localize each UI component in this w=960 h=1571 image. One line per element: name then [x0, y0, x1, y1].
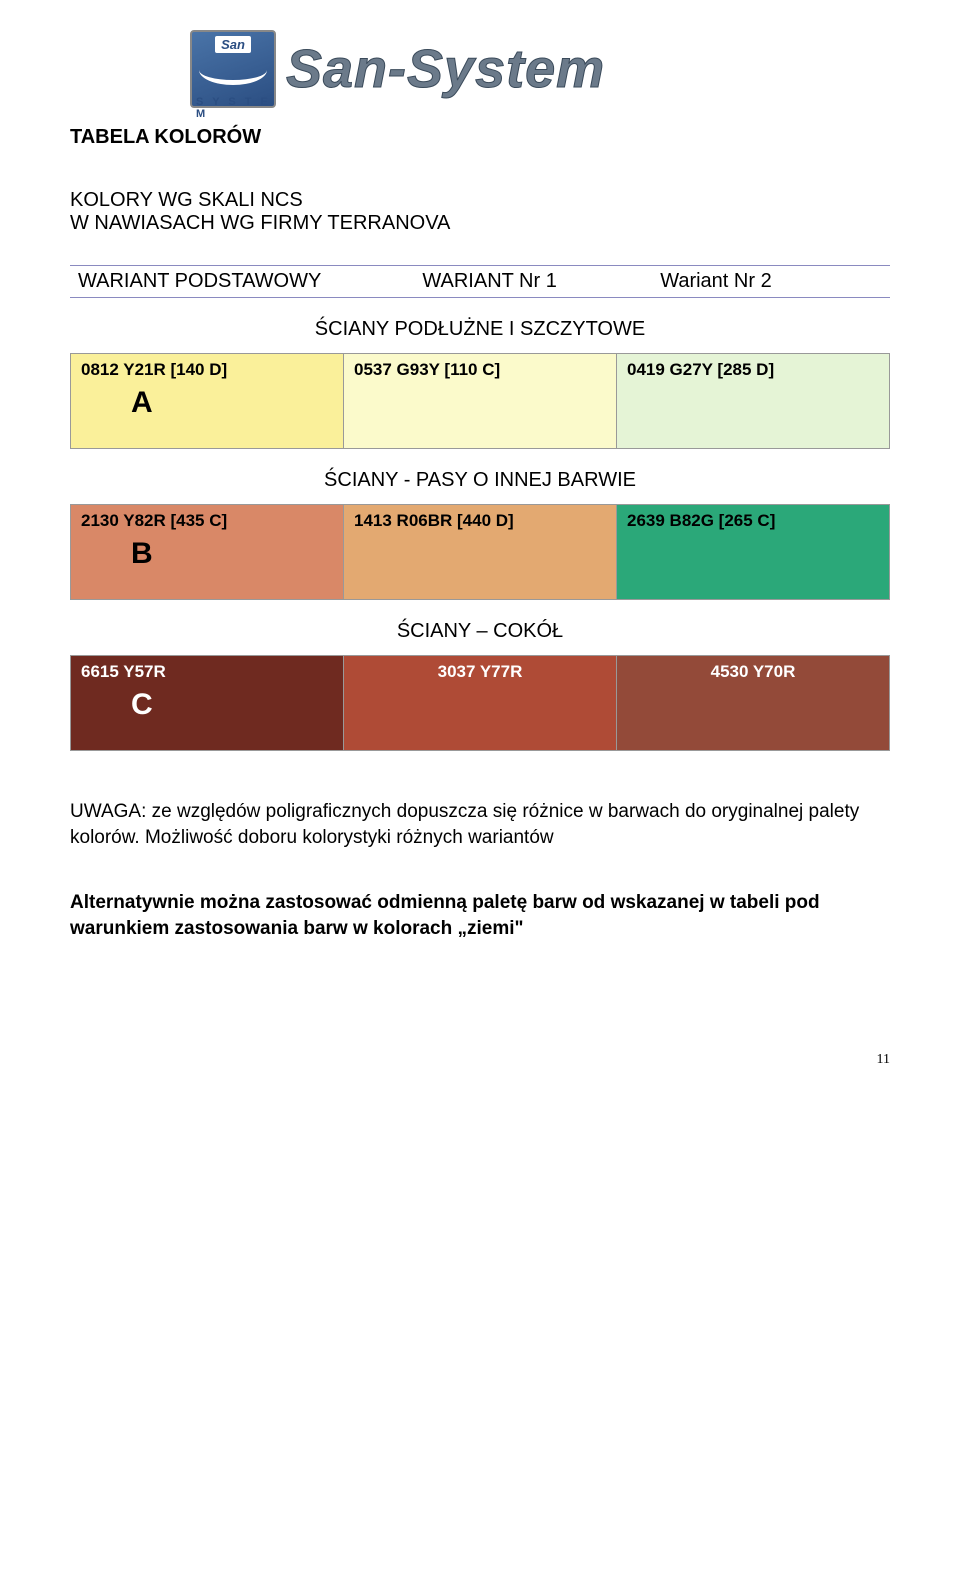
- logo-badge-system: S Y S T E M: [196, 96, 274, 120]
- color-code: 0419 G27Y [285 D]: [627, 360, 879, 380]
- subtitle-1: KOLORY WG SKALI NCS: [70, 189, 890, 212]
- logo-badge-curve: [199, 55, 267, 85]
- page-number: 11: [70, 1052, 890, 1068]
- color-cell: 6615 Y57R C: [71, 656, 343, 750]
- variant-header-1: WARIANT PODSTAWOWY: [70, 266, 414, 298]
- section-label: ŚCIANY PODŁUŻNE I SZCZYTOWE: [70, 318, 890, 341]
- color-cell: 2639 B82G [265 C]: [616, 505, 889, 599]
- color-cell: 2130 Y82R [435 C] B: [71, 505, 343, 599]
- color-code: 0812 Y21R [140 D]: [81, 360, 333, 380]
- note-text: UWAGA: ze względów poligraficznych dopus…: [70, 799, 890, 850]
- color-cell: 3037 Y77R: [343, 656, 616, 750]
- color-cell: 4530 Y70R: [616, 656, 889, 750]
- logo-badge-san: San: [215, 36, 251, 53]
- logo-brand-text: San-System: [286, 38, 605, 100]
- color-code: 2639 B82G [265 C]: [627, 511, 879, 531]
- color-code: 6615 Y57R: [81, 662, 333, 682]
- color-code: 3037 Y77R: [354, 662, 606, 682]
- color-code: 1413 R06BR [440 D]: [354, 511, 606, 531]
- color-cell: 0419 G27Y [285 D]: [616, 354, 889, 448]
- color-row: 0812 Y21R [140 D] A 0537 G93Y [110 C] 0419 …: [70, 353, 890, 449]
- logo-badge: San S Y S T E M: [190, 30, 276, 108]
- variant-header-row: WARIANT PODSTAWOWY WARIANT Nr 1 Wariant …: [70, 265, 890, 298]
- color-code: 4530 Y70R: [627, 662, 879, 682]
- color-code: 2130 Y82R [435 C]: [81, 511, 333, 531]
- color-cell: 0812 Y21R [140 D] A: [71, 354, 343, 448]
- subtitle-2: W NAWIASACH WG FIRMY TERRANOVA: [70, 212, 890, 235]
- logo: San S Y S T E M San-System: [190, 30, 890, 108]
- color-cell: 1413 R06BR [440 D]: [343, 505, 616, 599]
- color-code: 0537 G93Y [110 C]: [354, 360, 606, 380]
- alternative-text: Alternatywnie można zastosować odmienną …: [70, 890, 890, 941]
- color-row: 2130 Y82R [435 C] B 1413 R06BR [440 D] 2639…: [70, 504, 890, 600]
- row-letter: A: [131, 386, 333, 420]
- variant-header-2: WARIANT Nr 1: [414, 266, 652, 298]
- variant-header-3: Wariant Nr 2: [652, 266, 890, 298]
- row-letter: C: [131, 688, 333, 722]
- section-label: ŚCIANY - PASY O INNEJ BARWIE: [70, 469, 890, 492]
- color-cell: 0537 G93Y [110 C]: [343, 354, 616, 448]
- row-letter: B: [131, 537, 333, 571]
- color-row: 6615 Y57R C 3037 Y77R 4530 Y70R: [70, 655, 890, 751]
- section-label: ŚCIANY – COKÓŁ: [70, 620, 890, 643]
- page-title: TABELA KOLORÓW: [70, 126, 890, 149]
